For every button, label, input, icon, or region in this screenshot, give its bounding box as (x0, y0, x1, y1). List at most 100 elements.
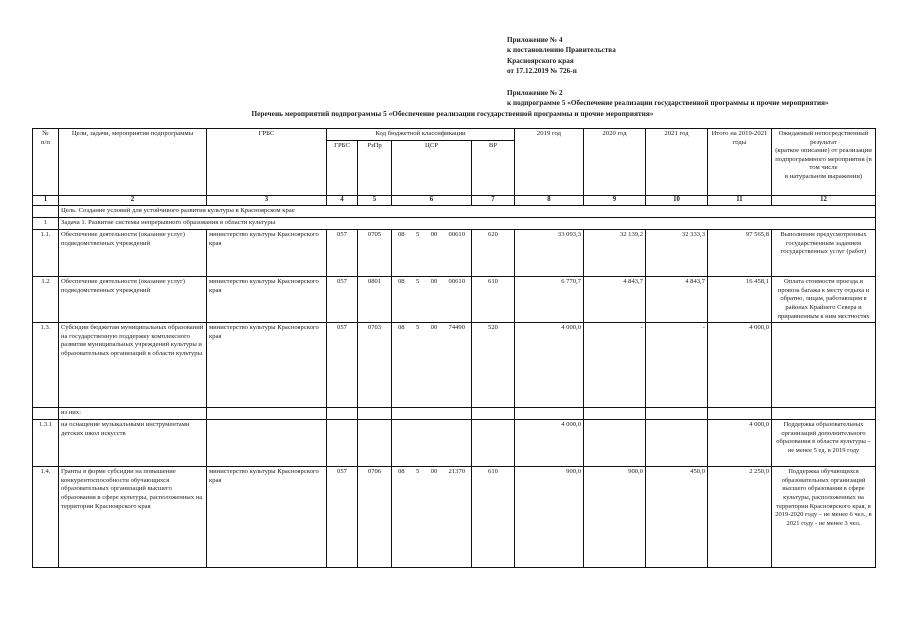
table-row-task: 1 Задача 1. Развитие системы непрерывног… (32, 217, 876, 231)
csr-part-4: 00610 (448, 278, 465, 286)
row-amount-total: 2 250,0 (707, 466, 772, 569)
row-vr: 610 (471, 466, 515, 569)
csr-part-1: 08 (398, 468, 405, 476)
row-csr: 08 5 00 21370 (391, 466, 472, 569)
appendix-4-line-2: к постановлению Правительства (507, 46, 616, 55)
row-rzpr (357, 407, 392, 421)
row-index: 1.2 (32, 276, 59, 324)
row-grbs (206, 419, 327, 468)
header-csr: ЦСР (391, 139, 472, 196)
row-expected-result: Оплата стоимости проезда и провоза багаж… (771, 276, 876, 324)
row-amount-total: 4 000,0 (707, 419, 772, 468)
row-vr (471, 419, 515, 468)
colnum-12: 12 (771, 194, 876, 207)
csr-part-2: 5 (415, 324, 420, 332)
csr-part-3: 00 (430, 278, 438, 286)
row-expected-result (771, 322, 876, 409)
row-measure: Обеспечение деятельности (оказание услуг… (58, 229, 207, 278)
appendix-block-2: Приложение № 2 к подпрограмме 5 «Обеспеч… (507, 88, 829, 109)
colnum-5: 5 (357, 194, 392, 207)
row-amount-total: 97 565,8 (707, 229, 772, 278)
colnum-9: 9 (583, 194, 646, 207)
row-amount-2021 (645, 419, 708, 468)
appendix-4-line-1: Приложение № 4 (507, 36, 563, 44)
row-amount-2021: - (645, 322, 708, 409)
row-expected-result (771, 407, 876, 421)
colnum-3: 3 (206, 194, 327, 207)
csr-part-1: 08 (398, 278, 405, 286)
row-grbs-code (326, 407, 358, 421)
csr-part-2: 5 (415, 468, 420, 476)
measures-table-wrapper: № п/п Цели, задачи, мероприятия подпрогр… (32, 128, 876, 569)
row-rzpr: 0706 (357, 466, 392, 569)
row-amount-2021 (645, 407, 708, 421)
appendix-4-line-4: от 17.12.2019 № 726-п (507, 67, 577, 76)
header-grbs: ГРБС (206, 128, 327, 196)
row-amount-2020: 4 843,7 (583, 276, 646, 324)
row-amount-2020: 900,0 (583, 466, 646, 569)
row-measure: на оснащение музыкальными инструментами … (58, 419, 207, 468)
csr-part-3: 00 (430, 468, 438, 476)
row-vr (471, 407, 515, 421)
goal-row-index (32, 205, 59, 219)
table-row: 1.3.1 на оснащение музыкальными инструме… (32, 419, 876, 468)
row-rzpr: 0705 (357, 229, 392, 278)
table-row: 1.4. Гранты в форме субсидии на повышени… (32, 466, 876, 569)
row-amount-2019 (514, 407, 584, 421)
row-grbs (206, 407, 327, 421)
colnum-6: 6 (391, 194, 472, 207)
row-vr: 610 (471, 276, 515, 324)
row-grbs-code: 057 (326, 229, 358, 278)
appendix-2-line-2: к подпрограмме 5 «Обеспечение реализации… (507, 99, 829, 108)
table-row-goal: Цель. Создание условий для устойчивого р… (32, 205, 876, 219)
colnum-2: 2 (58, 194, 207, 207)
goal-label: Цель. Создание условий для устойчивого р… (58, 205, 876, 219)
csr-part-2: 5 (415, 231, 420, 239)
colnum-7: 7 (471, 194, 515, 207)
row-amount-2020 (583, 419, 646, 468)
colnum-1: 1 (32, 194, 59, 207)
table-row: 1.3. Субсидии бюджетам муниципальных обр… (32, 322, 876, 409)
row-expected-result: Поддержка образовательных организаций до… (771, 419, 876, 468)
row-vr: 620 (471, 229, 515, 278)
row-amount-2019: 4 000,0 (514, 322, 584, 409)
row-rzpr: 0801 (357, 276, 392, 324)
row-csr (391, 419, 472, 468)
csr-part-4: 21370 (448, 468, 465, 476)
colnum-8: 8 (514, 194, 584, 207)
row-index: 1.3.1 (32, 419, 59, 468)
row-amount-2021: 32 333,3 (645, 229, 708, 278)
row-index: 1.4. (32, 466, 59, 569)
table-row: из них: (32, 407, 876, 421)
table-row: 1.1. Обеспечение деятельности (оказание … (32, 229, 876, 278)
row-index: 1.3. (32, 322, 59, 409)
row-grbs: министерство культуры Красноярского края (206, 322, 327, 409)
row-measure: Гранты в форме субсидии на повышение кон… (58, 466, 207, 569)
row-amount-total (707, 407, 772, 421)
table-column-numbers-row: 1 2 3 4 5 6 7 8 9 10 11 12 (32, 194, 876, 207)
row-grbs: министерство культуры Красноярского края (206, 229, 327, 278)
row-amount-2019: 4 000,0 (514, 419, 584, 468)
row-vr: 520 (471, 322, 515, 409)
measures-table: № п/п Цели, задачи, мероприятия подпрогр… (32, 128, 876, 569)
row-grbs: министерство культуры Красноярского края (206, 276, 327, 324)
appendix-4-line-3: Красноярского края (507, 56, 574, 65)
csr-part-3: 00 (430, 324, 438, 332)
header-grbs-code: ГРБС (326, 139, 358, 196)
csr-part-4: 74490 (448, 324, 465, 332)
row-amount-2019: 900,0 (514, 466, 584, 569)
task-label: Задача 1. Развитие системы непрерывного … (58, 217, 876, 231)
row-index (32, 407, 59, 421)
header-year-2021: 2021 год (645, 128, 708, 196)
header-row-number: № п/п (32, 128, 59, 196)
row-measure: Обеспечение деятельности (оказание услуг… (58, 276, 207, 324)
row-grbs: министерство культуры Красноярского края (206, 466, 327, 569)
row-amount-total: 16 458,1 (707, 276, 772, 324)
row-amount-2020 (583, 407, 646, 421)
page-title: Перечень мероприятий подпрограммы 5 «Обе… (251, 110, 654, 118)
row-csr: 08 5 00 00610 (391, 229, 472, 278)
row-index: 1.1. (32, 229, 59, 278)
row-amount-2020: - (583, 322, 646, 409)
table-row: 1.2 Обеспечение деятельности (оказание у… (32, 276, 876, 324)
